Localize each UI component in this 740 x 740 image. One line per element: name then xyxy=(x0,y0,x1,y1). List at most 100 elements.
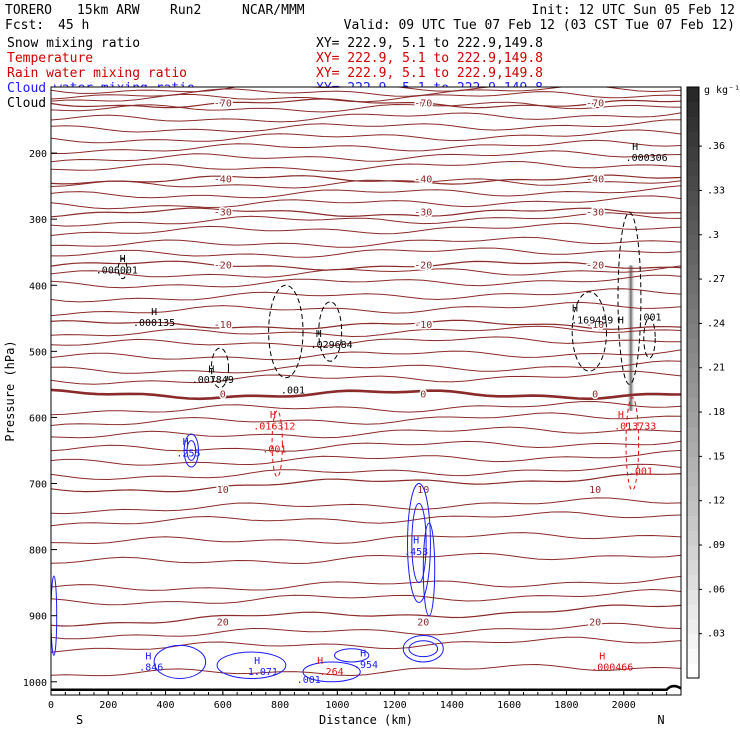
contour-annotation: H xyxy=(317,656,323,667)
x-tick-label: 1600 xyxy=(497,700,521,711)
isotherm-label: 10 xyxy=(417,485,429,496)
contour-annotation: .954 xyxy=(354,660,378,671)
y-tick-label: 900 xyxy=(29,612,47,623)
contour-annotation: .453 xyxy=(404,547,428,558)
field-name: Snow mixing ratio xyxy=(7,36,140,51)
colorbar-swatch xyxy=(687,559,699,576)
model-name: TORERO xyxy=(5,3,52,18)
isotherm-line xyxy=(51,129,681,144)
contour-annotation: H xyxy=(270,410,276,421)
colorbar-swatch xyxy=(687,397,699,413)
x-tick-label: 600 xyxy=(214,700,232,711)
colorbar-tick-label: .12 xyxy=(707,496,725,507)
org-label: NCAR/MMM xyxy=(242,3,305,18)
isotherm-line xyxy=(51,325,681,338)
isotherm-line xyxy=(51,236,681,248)
contour-annotation: H xyxy=(120,254,126,265)
colorbar-swatch xyxy=(687,530,699,546)
cloud-water-contour xyxy=(407,483,431,603)
isotherm-label: -70 xyxy=(214,99,232,110)
contour-annotation: H xyxy=(618,410,624,421)
colorbar-swatch xyxy=(687,352,699,369)
isotherm--70 xyxy=(51,98,681,109)
isotherm-line xyxy=(51,119,681,133)
contour-annotation: .013733 xyxy=(614,421,656,432)
isotherm-line xyxy=(51,412,681,426)
isotherm-label: -30 xyxy=(214,208,232,219)
y-tick-label: 500 xyxy=(29,347,47,358)
colorbar-swatch xyxy=(687,604,699,620)
x-tick-label: 1200 xyxy=(383,700,407,711)
colorbar-swatch xyxy=(687,264,699,280)
colorbar-tick-label: .33 xyxy=(707,185,725,196)
contour-annotation: .007849 xyxy=(192,375,234,386)
isotherm-line xyxy=(51,195,681,210)
colorbar-tick-label: .15 xyxy=(707,451,725,462)
isotherm-line xyxy=(51,274,681,289)
colorbar-swatch xyxy=(687,101,699,118)
terrain-line xyxy=(51,684,681,691)
colorbar-swatch xyxy=(687,545,699,561)
cloud-water-contour xyxy=(153,644,207,679)
isotherm-label: -20 xyxy=(586,260,604,271)
y-tick-label: 300 xyxy=(29,215,47,226)
snow-contour xyxy=(318,301,343,362)
y-tick-label: 600 xyxy=(29,413,47,424)
isotherm-label: -20 xyxy=(414,260,432,271)
fcst-value: 45 h xyxy=(58,18,89,33)
x-tick-label: 2000 xyxy=(612,700,636,711)
contour-annotation: .001 xyxy=(297,675,321,686)
south-label: S xyxy=(76,713,83,727)
colorbar-swatch xyxy=(687,175,699,191)
colorbar-swatch xyxy=(687,308,699,324)
x-tick-label: 1800 xyxy=(554,700,578,711)
isotherm-label: 20 xyxy=(589,617,601,628)
isotherm-line xyxy=(51,87,555,94)
contour-annotation: H xyxy=(360,649,366,660)
cloud-water-contour xyxy=(186,440,197,461)
isotherm-line xyxy=(51,265,681,278)
isotherm-line xyxy=(51,349,681,361)
isotherm-line xyxy=(51,222,681,236)
colorbar-swatch xyxy=(687,471,699,487)
colorbar-frame xyxy=(686,86,700,679)
init-time: Init: 12 UTC Sun 05 Feb 12 xyxy=(532,3,736,18)
colorbar-tick-label: .06 xyxy=(707,584,725,595)
cloud-water-contour xyxy=(302,661,361,683)
isotherm-line xyxy=(51,150,681,163)
contour-annotation: H xyxy=(618,316,624,327)
isotherm-label: 10 xyxy=(589,485,601,496)
contour-annotation: H xyxy=(145,651,151,662)
field-name: Rain water mixing ratio xyxy=(7,66,187,81)
contour-annotation: H xyxy=(151,307,157,318)
isotherm-label: 10 xyxy=(217,485,229,496)
x-tick-label: 200 xyxy=(99,700,117,711)
isotherm-label: -70 xyxy=(586,99,604,110)
colorbar-swatch xyxy=(687,485,699,502)
x-tick-label: 0 xyxy=(48,700,54,711)
contour-annotation: H xyxy=(316,329,322,340)
y-tick-label: 400 xyxy=(29,281,47,292)
contour-annotation: H xyxy=(183,437,189,448)
contour-annotation: .001 xyxy=(637,312,661,323)
snow-shading xyxy=(626,265,636,411)
cloud-water-contour xyxy=(183,433,199,468)
contour-annotation: .846 xyxy=(139,663,163,674)
isotherm-line xyxy=(51,160,681,172)
isotherm-label: -40 xyxy=(586,175,604,186)
isotherm-20 xyxy=(51,604,681,627)
colorbar-swatch xyxy=(687,663,699,679)
x-tick-label: 800 xyxy=(271,700,289,711)
field-xy: XY= 222.9, 5.1 to 222.9,149.8 xyxy=(316,66,543,81)
colorbar-tick-label: .36 xyxy=(707,141,725,152)
y-tick-label: 200 xyxy=(29,149,47,160)
isotherm-line xyxy=(51,112,681,123)
isotherm-line xyxy=(51,212,681,227)
rain-contour xyxy=(271,410,283,478)
x-tick-label: 1400 xyxy=(440,700,464,711)
isotherm-line xyxy=(51,575,681,591)
colorbar-swatch xyxy=(687,234,699,251)
colorbar-swatch xyxy=(687,633,699,649)
isotherm-line xyxy=(51,247,681,258)
rain-contour xyxy=(625,397,640,491)
